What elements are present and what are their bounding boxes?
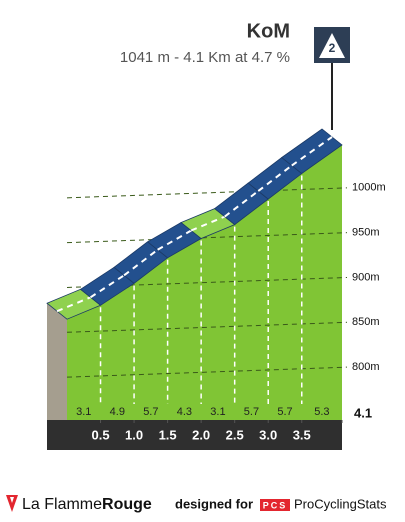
- gradient-label: 3.1: [76, 406, 91, 418]
- x-tick-label: 1.5: [159, 427, 177, 442]
- chart-title: KoM: [247, 20, 290, 42]
- pcs-text: PCS: [263, 500, 288, 510]
- y-tick-label: 1000m: [352, 182, 386, 194]
- side-face: [47, 303, 67, 420]
- logo: [6, 495, 18, 512]
- x-tick-label: 3.5: [293, 427, 311, 442]
- chart-subtitle: 1041 m - 4.1 Km at 4.7 %: [120, 49, 290, 66]
- x-tick-label: 4.1: [354, 405, 372, 420]
- base: [47, 420, 342, 450]
- x-tick-label: 1.0: [125, 427, 143, 442]
- gradient-label: 5.3: [314, 406, 329, 418]
- pcs-logo: [260, 499, 290, 511]
- gradient-label: 5.7: [277, 406, 292, 418]
- gradient-label: 5.7: [244, 406, 259, 418]
- gradient-label: 4.9: [110, 406, 125, 418]
- band-centerline: [89, 274, 125, 299]
- grid-line: [66, 321, 348, 333]
- site-name: ProCyclingStats: [294, 496, 387, 511]
- designed-for: designed for: [175, 496, 253, 511]
- badge-triangle: [319, 33, 345, 58]
- y-tick-label: 850m: [352, 316, 380, 328]
- y-tick-label: 950m: [352, 227, 380, 239]
- x-tick-label: 0.5: [91, 427, 109, 442]
- footer: La FlammeRouge designed for PCS ProCycli…: [6, 495, 387, 513]
- brand-b: Rouge: [102, 496, 152, 513]
- gradient-label: 3.1: [210, 406, 225, 418]
- gradient-label: 4.3: [177, 406, 192, 418]
- band-centerline: [123, 248, 159, 277]
- brand: La FlammeRouge: [22, 496, 152, 513]
- band-centerline: [291, 136, 333, 167]
- grid-line: [66, 187, 348, 199]
- x-tick-label: 2.0: [192, 427, 210, 442]
- y-tick-label: 800m: [352, 361, 380, 373]
- grid-line: [66, 232, 348, 244]
- x-tick-label: 2.5: [226, 427, 244, 442]
- badge-number: 2: [329, 41, 336, 55]
- band-centerline: [257, 164, 293, 192]
- profile: 800m 850m 900m 950m 1000m 3.1 4.9 5.7 4.3 3.1 5.7 5…: [46, 128, 386, 450]
- band-centerline: [224, 190, 259, 218]
- logo-inner: [10, 497, 14, 503]
- x-tick-label: 3.0: [259, 427, 277, 442]
- gradient-label: 5.7: [143, 406, 158, 418]
- grid-line: [66, 366, 348, 378]
- brand-a: La Flamme: [22, 496, 102, 513]
- y-tick-label: 900m: [352, 271, 380, 283]
